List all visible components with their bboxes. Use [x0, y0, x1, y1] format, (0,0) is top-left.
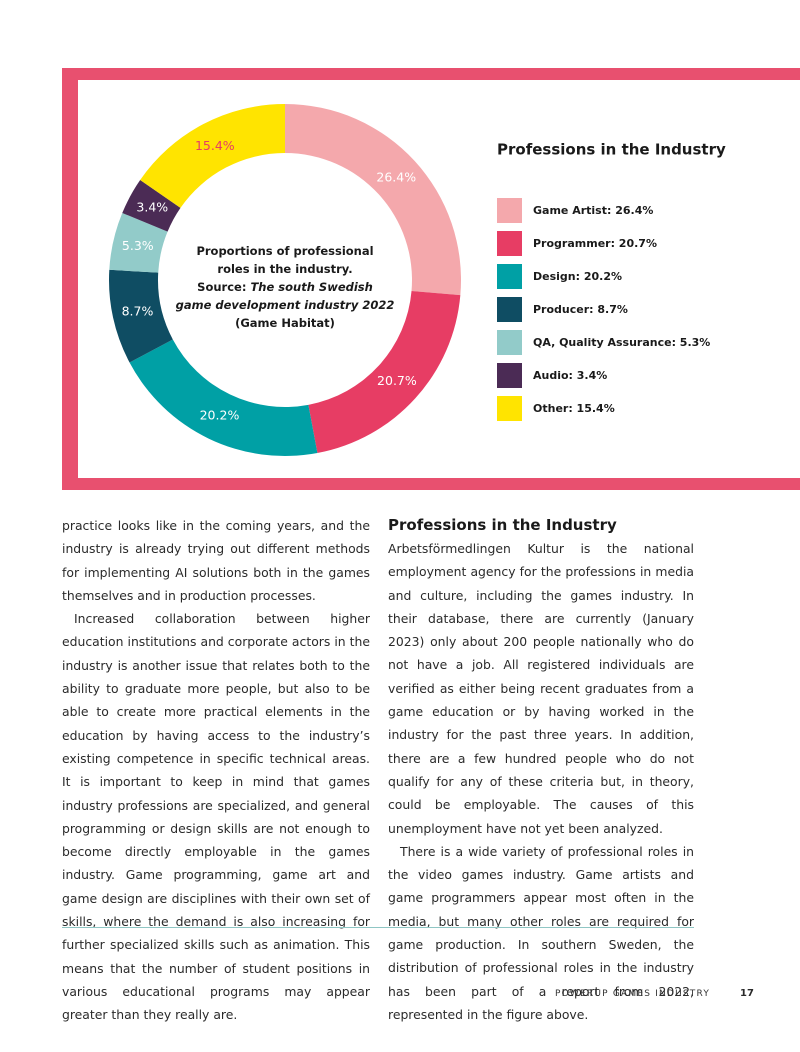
paragraph: There is a wide variety of professional …	[388, 843, 694, 1022]
donut-slice	[109, 269, 173, 363]
source-title: game development industry 2022	[176, 298, 395, 312]
footer: POWERUP GAMES INDUSTRY	[555, 989, 711, 999]
slice-label: 8.7%	[122, 304, 154, 319]
legend-label: Producer: 8.7%	[533, 303, 628, 316]
donut-slice	[109, 212, 168, 273]
left-column: practice looks like in the coming years,…	[62, 514, 370, 1027]
legend-swatch	[497, 363, 522, 388]
slice-label: 5.3%	[122, 238, 154, 253]
paragraph: practice looks like in the coming years,…	[62, 518, 370, 603]
legend-swatch	[497, 396, 522, 421]
page-number: 17	[740, 988, 754, 999]
paragraph: Increased collaboration between higher e…	[62, 611, 370, 1023]
source-publisher: (Game Habitat)	[235, 316, 335, 330]
center-line: Proportions of professional	[196, 244, 373, 258]
legend-label: QA, Quality Assurance: 5.3%	[533, 336, 710, 349]
slice-label: 3.4%	[136, 199, 168, 214]
legend-swatch	[497, 297, 522, 322]
chart-title: Professions in the Industry	[497, 141, 726, 159]
slice-label: 15.4%	[195, 138, 235, 153]
legend-label: Game Artist: 26.4%	[533, 204, 653, 217]
section-heading: Professions in the Industry	[388, 516, 617, 534]
center-line: Source: The south Swedish	[197, 280, 373, 294]
donut-slice	[122, 180, 181, 232]
source-label: Source:	[197, 280, 246, 294]
slice-label: 26.4%	[376, 169, 416, 184]
divider	[62, 927, 694, 928]
slice-label: 20.2%	[200, 408, 240, 423]
right-column: Professions in the Industry Arbetsförmed…	[388, 514, 694, 1026]
legend-label: Audio: 3.4%	[533, 369, 607, 382]
legend-swatch	[497, 330, 522, 355]
legend-swatch	[497, 231, 522, 256]
center-line: roles in the industry.	[217, 262, 352, 276]
legend-label: Design: 20.2%	[533, 270, 622, 283]
legend-swatch	[497, 264, 522, 289]
slice-label: 20.7%	[377, 373, 417, 388]
donut-slice	[308, 290, 461, 453]
donut-slice	[285, 104, 462, 296]
legend-label: Programmer: 20.7%	[533, 237, 657, 250]
paragraph: Arbetsförmedlingen Kultur is the nationa…	[388, 541, 694, 836]
donut-slice	[140, 104, 285, 208]
legend-label: Other: 15.4%	[533, 402, 615, 415]
legend-swatch	[497, 198, 522, 223]
donut-slice	[129, 339, 318, 456]
center-text: Proportions of professional roles in the…	[176, 244, 395, 330]
chart: Professions in the Industry Proportions …	[109, 104, 726, 456]
source-title: The south Swedish	[250, 280, 372, 294]
